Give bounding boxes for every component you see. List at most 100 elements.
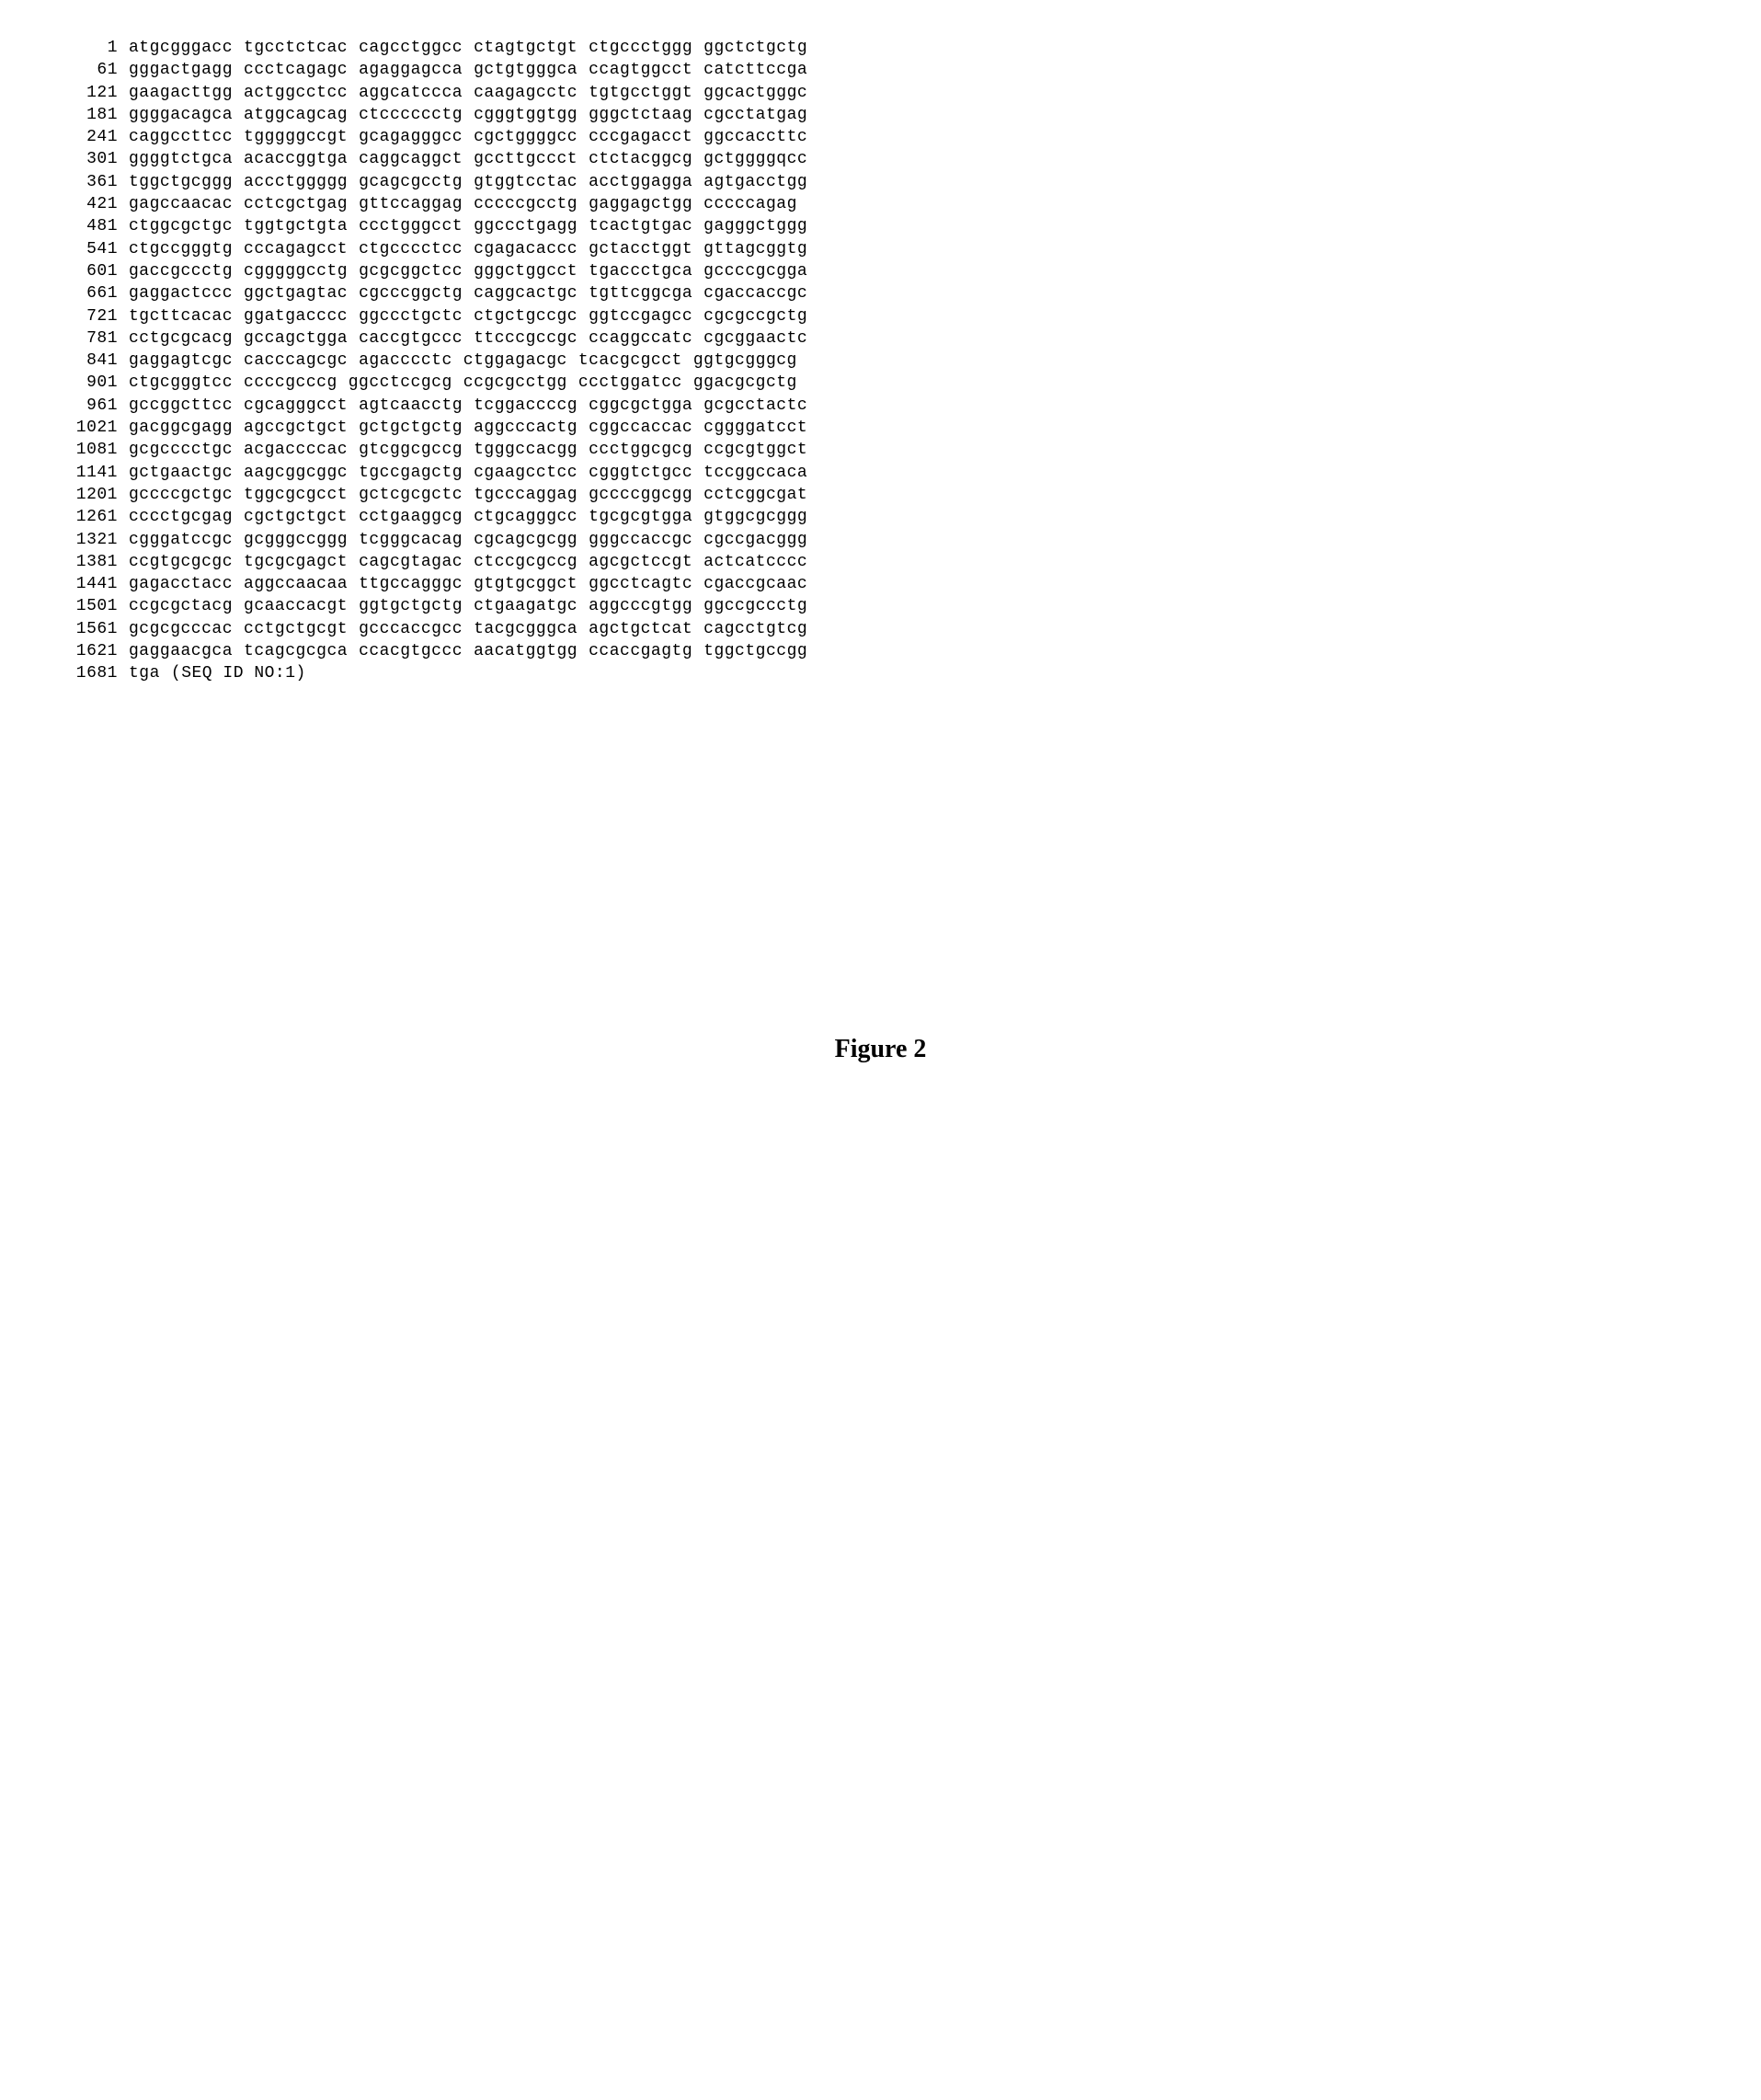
- sequence-block: cctcggcgat: [703, 484, 807, 506]
- sequence-block: cgagacaccc: [474, 238, 577, 260]
- sequence-block: cgctgctgct: [244, 506, 348, 528]
- sequence-block: gttccaggag: [359, 193, 463, 215]
- sequence-line: 901ctgcgggtccccccgcccgggcctccgcgccgcgcct…: [55, 372, 1706, 394]
- position-number: 1141: [55, 462, 118, 484]
- sequence-block: gaggagtcgc: [129, 350, 233, 372]
- sequence-container: 1atgcgggacctgcctctcaccagcctggccctagtgctg…: [55, 37, 1706, 685]
- sequence-block: ccgcgctacg: [129, 595, 233, 617]
- sequence-line: 421gagccaacaccctcgctgaggttccaggagcccccgc…: [55, 193, 1706, 215]
- sequence-block: gccccgcgga: [703, 260, 807, 282]
- sequence-block: gggactgagg: [129, 59, 233, 81]
- sequence-block: caggcaggct: [359, 148, 463, 170]
- sequence-block: gcgcccctgc: [129, 439, 233, 461]
- sequence-block: cggcgctgga: [589, 395, 692, 417]
- position-number: 961: [55, 395, 118, 417]
- sequence-block: gagggctggg: [703, 215, 807, 237]
- sequence-id-label: (SEQ ID NO:1): [171, 664, 306, 683]
- sequence-block: gccggcttcc: [129, 395, 233, 417]
- sequence-block: cgctggggcc: [474, 126, 577, 148]
- sequence-block: ctggcgctgc: [129, 215, 233, 237]
- sequence-line: 1201gccccgctgctggcgcgcctgctcgcgctctgccca…: [55, 484, 1706, 506]
- sequence-block: gtcggcgccg: [359, 439, 463, 461]
- sequence-block: cgaccaccgc: [703, 282, 807, 304]
- sequence-block: gctgctgctg: [359, 417, 463, 439]
- sequence-block: cctgctgcgt: [244, 618, 348, 640]
- sequence-block: tgcttcacac: [129, 305, 233, 327]
- sequence-block: ccagtggcct: [589, 59, 692, 81]
- sequence-block: acctggagga: [589, 171, 692, 193]
- sequence-block: ggccgccctg: [703, 595, 807, 617]
- sequence-block: gcgcggctcc: [359, 260, 463, 282]
- sequence-block: ctgaagatgc: [474, 595, 577, 617]
- sequence-block: gctcgcgctc: [359, 484, 463, 506]
- sequence-block: tggtgctgta: [244, 215, 348, 237]
- sequence-block: ctgcgggtcc: [129, 372, 233, 394]
- sequence-block: ggatgacccc: [244, 305, 348, 327]
- position-number: 1381: [55, 551, 118, 573]
- sequence-block: cgcccggctg: [359, 282, 463, 304]
- sequence-line: 961gccggcttcccgcagggcctagtcaacctgtcggacc…: [55, 395, 1706, 417]
- sequence-line-final: 1681tga(SEQ ID NO:1): [55, 662, 1706, 684]
- position-number: 901: [55, 372, 118, 394]
- sequence-line: 1141gctgaactgcaagcggcggctgccgagctgcgaagc…: [55, 462, 1706, 484]
- sequence-block: cccagagcct: [244, 238, 348, 260]
- sequence-block: gagccaacac: [129, 193, 233, 215]
- sequence-block: ggccctgctc: [359, 305, 463, 327]
- sequence-block: ccctcagagc: [244, 59, 348, 81]
- position-number: 301: [55, 148, 118, 170]
- sequence-block: ggtccgagcc: [589, 305, 692, 327]
- sequence-block: tgttcggcga: [589, 282, 692, 304]
- sequence-block: cccccgcctg: [474, 193, 577, 215]
- sequence-line: 481ctggcgctgctggtgctgtaccctgggcctggccctg…: [55, 215, 1706, 237]
- sequence-block: ctgccctggg: [589, 37, 692, 59]
- sequence-block: gtggtcctac: [474, 171, 577, 193]
- sequence-block: ggccaccttc: [703, 126, 807, 148]
- sequence-line: 181ggggacagcaatggcagcagctcccccctgcgggtgg…: [55, 104, 1706, 126]
- sequence-line: 1321cgggatccgcgcgggccgggtcgggcacagcgcagc…: [55, 529, 1706, 551]
- sequence-block: aacatggtgg: [474, 640, 577, 662]
- sequence-block: tcagcgcgca: [244, 640, 348, 662]
- sequence-block: tgcctctcac: [244, 37, 348, 59]
- position-number: 1501: [55, 595, 118, 617]
- sequence-block: ccaccgagtg: [589, 640, 692, 662]
- sequence-block: ccgcgtggct: [703, 439, 807, 461]
- sequence-block: ccccgcccg: [244, 372, 337, 394]
- sequence-block: tgcccaggag: [474, 484, 577, 506]
- sequence-block: gtgtgcggct: [474, 573, 577, 595]
- sequence-block: cctgcgcacg: [129, 327, 233, 350]
- sequence-block: cgaagcctcc: [474, 462, 577, 484]
- position-number: 1561: [55, 618, 118, 640]
- sequence-block: gcgggccggg: [244, 529, 348, 551]
- sequence-block: tgcgcgagct: [244, 551, 348, 573]
- sequence-block: cgggggcctg: [244, 260, 348, 282]
- position-number: 1681: [55, 662, 118, 684]
- sequence-line: 301ggggtctgcaacaccggtgacaggcaggctgccttgc…: [55, 148, 1706, 170]
- position-number: 121: [55, 82, 118, 104]
- sequence-block: ctagtgctgt: [474, 37, 577, 59]
- sequence-block: gccagctgga: [244, 327, 348, 350]
- sequence-block: ggcctccgcg: [349, 372, 452, 394]
- sequence-block: ggcactgggc: [703, 82, 807, 104]
- sequence-line: 241caggccttcctgggggccgtgcagagggcccgctggg…: [55, 126, 1706, 148]
- sequence-line: 721 tgcttcacac ggatgacccc ggccctgctc ctgctgc…: [55, 305, 1706, 327]
- sequence-block: cggggatcct: [703, 417, 807, 439]
- position-number: 781: [55, 327, 118, 350]
- sequence-block: acaccggtga: [244, 148, 348, 170]
- sequence-block: tgggccacgg: [474, 439, 577, 461]
- sequence-block: ctgctgccgc: [474, 305, 577, 327]
- position-number: 721: [55, 305, 118, 327]
- sequence-block: gggctggcct: [474, 260, 577, 282]
- sequence-line: 121gaagacttggactggcctccaggcatcccacaagagc…: [55, 82, 1706, 104]
- sequence-block: caccgtgccc: [359, 327, 463, 350]
- sequence-block: cgcagcgcgg: [474, 529, 577, 551]
- sequence-block: ctctacggcg: [589, 148, 692, 170]
- sequence-line: 601gaccgccctgcgggggcctggcgcggctccgggctgg…: [55, 260, 1706, 282]
- sequence-line: 781cctgcgcacggccagctggacaccgtgcccttcccgc…: [55, 327, 1706, 350]
- sequence-block: ctgcagggcc: [474, 506, 577, 528]
- sequence-line: 841gaggagtcgccacccagcgcagacccctcctggagac…: [55, 350, 1706, 372]
- sequence-block: ggcctcagtc: [589, 573, 692, 595]
- sequence-block: gcgcgcccac: [129, 618, 233, 640]
- sequence-line: 1261cccctgcgagcgctgctgctcctgaaggcgctgcag…: [55, 506, 1706, 528]
- sequence-block: aggcccgtgg: [589, 595, 692, 617]
- sequence-block: tccggccaca: [703, 462, 807, 484]
